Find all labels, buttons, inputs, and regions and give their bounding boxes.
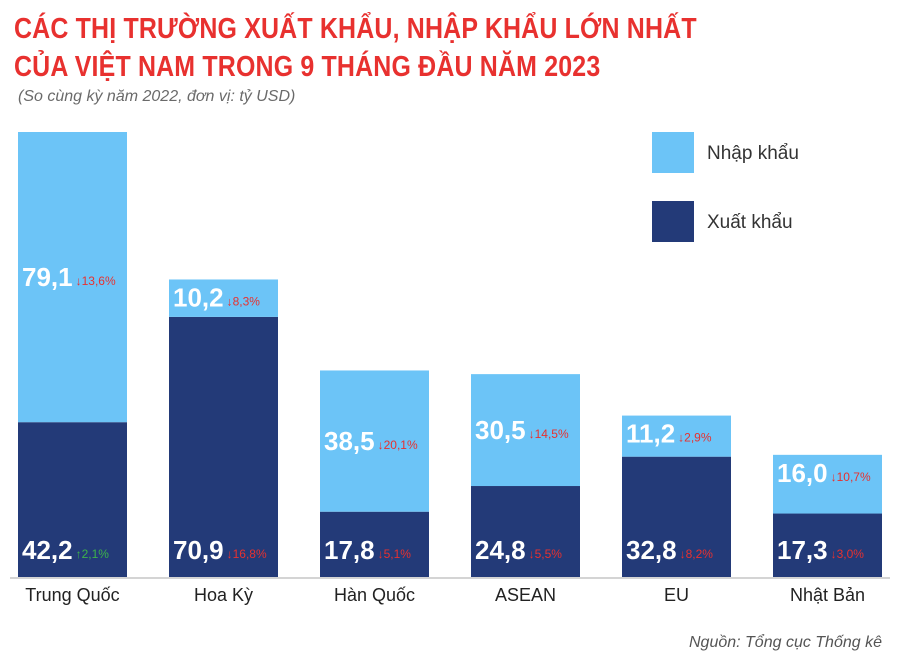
category-label-han-quoc: Hàn Quốc: [334, 585, 415, 605]
chart-subtitle: (So cùng kỳ năm 2022, đơn vị: tỷ USD): [18, 88, 296, 105]
data-label-export-eu: 32,8: [626, 535, 677, 565]
data-label-export-nhat-ban: 17,3: [777, 535, 828, 565]
source-note: Nguồn: Tổng cục Thống kê: [688, 634, 882, 651]
chart-title: CÁC THỊ TRƯỜNG XUẤT KHẨU, NHẬP KHẨU LỚN …: [14, 10, 754, 86]
change-label-export-eu: ↓8,2%: [680, 547, 714, 561]
change-label-import-nhat-ban: ↓10,7%: [831, 470, 871, 484]
legend-label-xuat-khau: Xuất khẩu: [707, 212, 793, 233]
change-label-import-hoa-ky: ↓8,3%: [227, 294, 261, 308]
change-label-export-asean: ↓5,5%: [529, 547, 563, 561]
category-label-trung-quoc: Trung Quốc: [25, 585, 119, 605]
change-label-export-trung-quoc: ↑2,1%: [76, 547, 110, 561]
data-label-import-eu: 11,2: [626, 419, 675, 449]
legend-swatch-nhap-khau: [652, 132, 694, 173]
bar-import-eu: [622, 415, 731, 457]
bar-export-eu: [622, 456, 731, 577]
bars-group: 42,2 ↑2,1% 79,1 ↓13,6% 70,9 ↓16,8% 10,2 ↓8,3% 17…: [18, 132, 882, 577]
bar-import-hoa-ky: [169, 279, 278, 317]
data-label-import-hoa-ky: 10,2: [173, 282, 224, 312]
chart-title-line-1: CÁC THỊ TRƯỜNG XUẤT KHẨU, NHẬP KHẨU LỚN …: [14, 13, 697, 45]
data-label-export-han-quoc: 17,8: [324, 535, 375, 565]
chart-title-line-2: CỦA VIỆT NAM TRONG 9 THÁNG ĐẦU NĂM 2023: [14, 51, 601, 83]
bar-export-trung-quoc: [18, 422, 127, 577]
legend-label-nhap-khau: Nhập khẩu: [707, 143, 799, 164]
bar-import-asean: [471, 374, 580, 487]
data-label-import-han-quoc: 38,5: [324, 426, 375, 456]
change-label-export-nhat-ban: ↓3,0%: [831, 547, 865, 561]
change-label-import-trung-quoc: ↓13,6%: [76, 274, 116, 288]
legend: Nhập khẩu Xuất khẩu: [652, 132, 799, 242]
change-label-import-han-quoc: ↓20,1%: [378, 438, 418, 452]
data-label-export-trung-quoc: 42,2: [22, 535, 73, 565]
bar-import-nhat-ban: [773, 454, 882, 514]
data-label-export-asean: 24,8: [475, 535, 526, 565]
change-label-import-asean: ↓14,5%: [529, 427, 569, 441]
bar-import-han-quoc: [320, 370, 429, 512]
change-label-export-han-quoc: ↓5,1%: [378, 547, 412, 561]
legend-swatch-xuat-khau: [652, 201, 694, 242]
change-label-import-eu: ↓2,9%: [678, 431, 712, 445]
change-label-export-hoa-ky: ↓16,8%: [227, 547, 267, 561]
data-label-import-nhat-ban: 16,0: [777, 458, 828, 488]
data-label-import-asean: 30,5: [475, 415, 526, 445]
bar-export-asean: [471, 486, 580, 577]
bar-export-hoa-ky: [169, 316, 278, 577]
category-label-hoa-ky: Hoa Kỳ: [194, 585, 253, 605]
data-label-export-hoa-ky: 70,9: [173, 535, 224, 565]
category-label-nhat-ban: Nhật Bản: [790, 585, 865, 605]
bar-import-trung-quoc: [18, 132, 127, 423]
bar-export-han-quoc: [320, 511, 429, 577]
category-label-eu: EU: [664, 585, 689, 605]
category-labels: Trung Quốc Hoa Kỳ Hàn Quốc ASEAN EU Nhật Bản: [25, 585, 865, 605]
category-label-asean: ASEAN: [495, 585, 556, 605]
bar-export-nhat-ban: [773, 513, 882, 577]
data-label-import-trung-quoc: 79,1: [22, 262, 73, 292]
